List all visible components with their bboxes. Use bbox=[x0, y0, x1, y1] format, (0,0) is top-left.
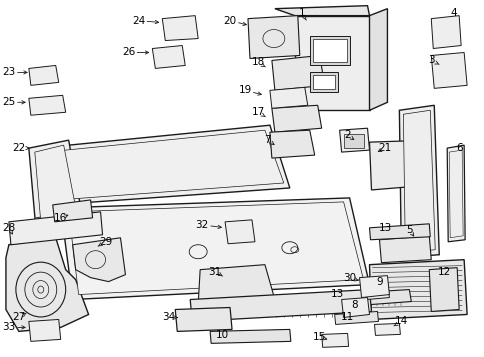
Polygon shape bbox=[29, 65, 59, 85]
Text: 30: 30 bbox=[342, 273, 355, 283]
Text: 7: 7 bbox=[264, 135, 271, 145]
Text: 18: 18 bbox=[251, 57, 264, 67]
Text: 25: 25 bbox=[2, 97, 15, 107]
Text: 8: 8 bbox=[350, 300, 357, 310]
Polygon shape bbox=[247, 16, 299, 59]
Text: 4: 4 bbox=[450, 7, 456, 17]
Polygon shape bbox=[272, 55, 324, 90]
Text: 32: 32 bbox=[195, 220, 208, 230]
Polygon shape bbox=[364, 283, 389, 300]
Polygon shape bbox=[369, 140, 430, 190]
Text: 5: 5 bbox=[405, 225, 412, 235]
Text: 29: 29 bbox=[99, 237, 112, 247]
Polygon shape bbox=[39, 125, 289, 205]
Text: 27: 27 bbox=[12, 312, 26, 322]
Polygon shape bbox=[9, 212, 102, 245]
Polygon shape bbox=[6, 238, 89, 331]
Polygon shape bbox=[175, 307, 231, 331]
Text: 23: 23 bbox=[2, 67, 15, 77]
Polygon shape bbox=[60, 198, 369, 300]
Polygon shape bbox=[29, 320, 60, 341]
Polygon shape bbox=[448, 150, 462, 238]
Polygon shape bbox=[369, 9, 387, 110]
Polygon shape bbox=[53, 200, 92, 222]
Polygon shape bbox=[45, 130, 283, 200]
Text: 34: 34 bbox=[161, 312, 175, 322]
Polygon shape bbox=[369, 224, 429, 240]
Polygon shape bbox=[428, 268, 458, 311]
Text: 20: 20 bbox=[223, 16, 236, 26]
Text: 13: 13 bbox=[330, 288, 344, 298]
Polygon shape bbox=[152, 46, 185, 69]
Polygon shape bbox=[29, 95, 65, 115]
Text: 2: 2 bbox=[344, 130, 350, 140]
Text: 6: 6 bbox=[455, 143, 462, 153]
Text: 3: 3 bbox=[427, 55, 434, 65]
Polygon shape bbox=[430, 16, 460, 49]
Polygon shape bbox=[29, 140, 82, 228]
Polygon shape bbox=[359, 276, 389, 297]
Text: 1: 1 bbox=[298, 7, 304, 17]
Text: 22: 22 bbox=[12, 143, 26, 153]
Polygon shape bbox=[294, 16, 369, 110]
Polygon shape bbox=[369, 260, 466, 320]
Polygon shape bbox=[398, 105, 439, 258]
Bar bbox=[312, 75, 334, 89]
Polygon shape bbox=[198, 265, 274, 311]
Text: 16: 16 bbox=[54, 213, 67, 223]
Polygon shape bbox=[374, 323, 400, 335]
Text: 24: 24 bbox=[132, 16, 145, 26]
Bar bbox=[309, 36, 349, 65]
Text: 28: 28 bbox=[2, 223, 15, 233]
Polygon shape bbox=[321, 333, 348, 347]
Bar bbox=[309, 72, 337, 92]
Polygon shape bbox=[329, 290, 410, 307]
Text: 11: 11 bbox=[340, 312, 353, 322]
Polygon shape bbox=[430, 52, 466, 88]
Polygon shape bbox=[269, 130, 314, 158]
Polygon shape bbox=[341, 297, 369, 317]
Text: 10: 10 bbox=[215, 330, 228, 340]
Text: 12: 12 bbox=[437, 267, 450, 277]
Polygon shape bbox=[210, 330, 290, 343]
Polygon shape bbox=[35, 145, 76, 222]
Polygon shape bbox=[225, 220, 255, 244]
Polygon shape bbox=[403, 110, 434, 253]
Text: 26: 26 bbox=[121, 47, 135, 57]
Text: 9: 9 bbox=[376, 277, 382, 287]
Polygon shape bbox=[339, 128, 369, 152]
Polygon shape bbox=[269, 87, 307, 108]
Polygon shape bbox=[162, 16, 198, 41]
Polygon shape bbox=[69, 202, 363, 295]
Polygon shape bbox=[446, 145, 464, 242]
Text: 13: 13 bbox=[378, 223, 391, 233]
Text: 14: 14 bbox=[394, 316, 407, 326]
Text: 15: 15 bbox=[313, 332, 326, 342]
Polygon shape bbox=[272, 105, 321, 132]
Text: 31: 31 bbox=[208, 267, 221, 277]
Polygon shape bbox=[334, 311, 378, 325]
Text: 17: 17 bbox=[251, 107, 264, 117]
Bar bbox=[312, 39, 346, 62]
Polygon shape bbox=[190, 290, 371, 321]
Text: 21: 21 bbox=[377, 143, 390, 153]
Bar bbox=[343, 134, 363, 148]
Text: 19: 19 bbox=[238, 85, 251, 95]
Polygon shape bbox=[73, 238, 125, 282]
Text: 33: 33 bbox=[2, 322, 15, 332]
Polygon shape bbox=[274, 6, 369, 16]
Polygon shape bbox=[378, 236, 430, 263]
